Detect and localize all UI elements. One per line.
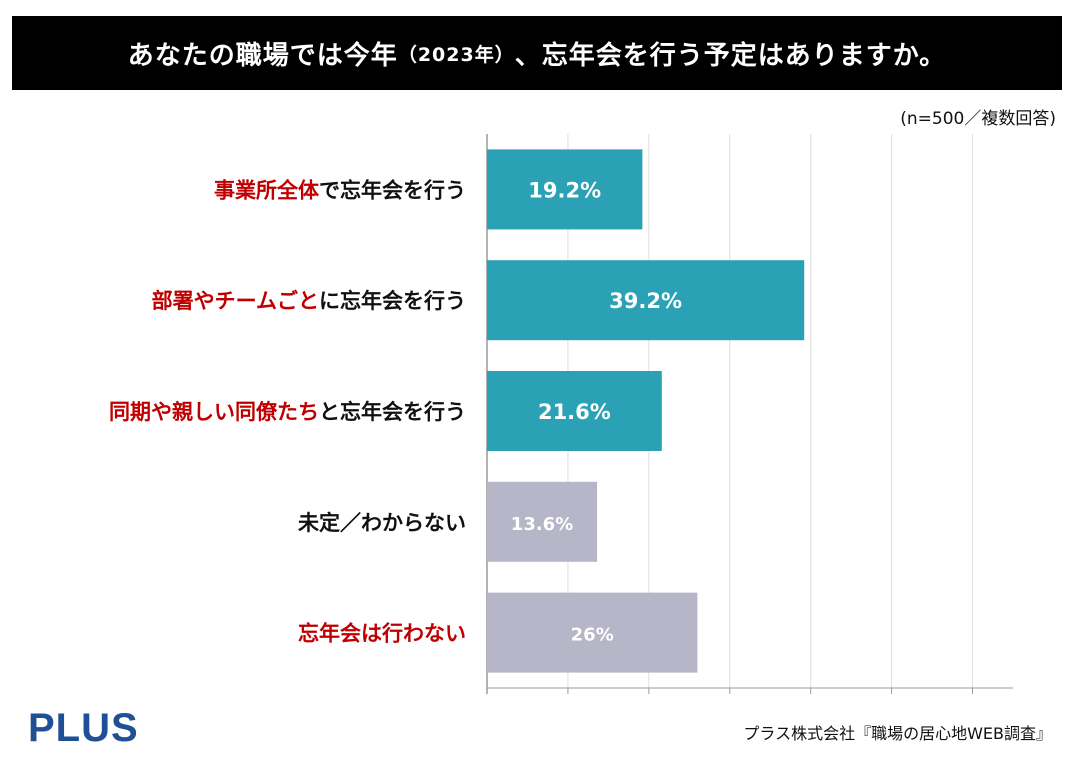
category-label-text: に忘年会を行う <box>319 289 466 313</box>
category-label: 未定／わからない <box>298 511 466 535</box>
category-label: 部署やチームごとに忘年会を行う <box>152 289 466 313</box>
value-label: 19.2% <box>528 178 601 202</box>
category-label-emphasis: 忘年会は行わない <box>298 622 466 646</box>
source-note: プラス株式会社『職場の居心地WEB調査』 <box>743 724 1052 743</box>
category-label-text: と忘年会を行う <box>319 400 466 424</box>
chart-title: あなたの職場では今年 （2023年） 、忘年会を行う予定はありますか。 <box>12 16 1062 90</box>
value-label: 21.6% <box>538 400 611 424</box>
category-label-text: 未定／わからない <box>298 511 466 535</box>
value-label: 13.6% <box>511 514 573 535</box>
category-label-emphasis: 事業所全体 <box>214 178 320 202</box>
value-label: 26% <box>571 625 614 646</box>
sample-note: (n=500／複数回答) <box>900 109 1056 129</box>
bar <box>487 481 598 562</box>
category-label: 事業所全体で忘年会を行う <box>214 178 466 202</box>
bar <box>487 260 805 341</box>
category-label: 同期や親しい同僚たちと忘年会を行う <box>109 400 466 424</box>
bar <box>487 592 698 673</box>
category-label: 忘年会は行わない <box>298 622 466 646</box>
value-label: 39.2% <box>609 289 682 313</box>
category-label-emphasis: 同期や親しい同僚たち <box>109 400 319 424</box>
bar <box>487 149 643 230</box>
brand-logo: PLUS <box>28 706 139 750</box>
bar <box>487 371 662 451</box>
title-main: あなたの職場では今年 <box>127 40 398 71</box>
category-label-text: で忘年会を行う <box>319 178 466 202</box>
title-tail: 、忘年会を行う予定はありますか。 <box>514 40 947 71</box>
category-label-emphasis: 部署やチームごと <box>152 289 319 313</box>
title-year: （2023年） <box>397 43 515 66</box>
